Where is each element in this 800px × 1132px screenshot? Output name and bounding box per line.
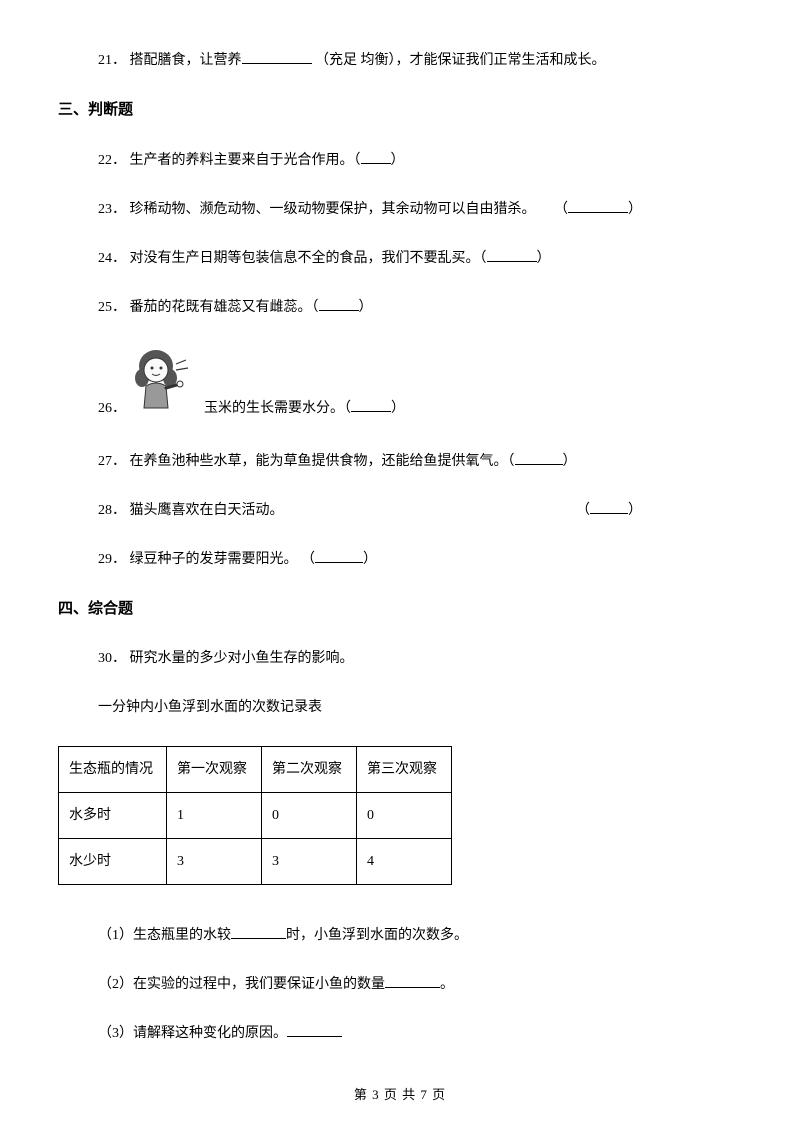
question-26: 26． 玉米的生长需要水分。（）	[58, 346, 742, 423]
q29-text: 绿豆种子的发芽需要阳光。	[130, 552, 302, 567]
row-label: 水少时	[59, 839, 167, 885]
judge-blank[interactable]	[568, 199, 628, 213]
question-29: 29． 绿豆种子的发芽需要阳光。 （）	[58, 549, 742, 570]
th-situation: 生态瓶的情况	[59, 747, 167, 793]
q29-num: 29．	[98, 552, 126, 567]
q30-sub2: （2）在实验的过程中，我们要保证小鱼的数量 。	[58, 974, 742, 995]
sub1-pre: （1）生态瓶里的水较	[98, 928, 231, 943]
q28-text: 猫头鹰喜欢在白天活动。	[130, 503, 284, 518]
q23-text: 珍稀动物、濒危动物、一级动物要保护，其余动物可以自由猎杀。	[130, 202, 536, 217]
footer-current: 3	[372, 1087, 380, 1102]
fill-blank[interactable]	[231, 925, 286, 939]
table-header-row: 生态瓶的情况 第一次观察 第二次观察 第三次观察	[59, 747, 452, 793]
cell: 1	[167, 793, 262, 839]
q21-num: 21．	[98, 53, 126, 68]
sub3-pre: （3）请解释这种变化的原因。	[98, 1026, 287, 1041]
question-21: 21． 搭配膳食，让营养 （充足 均衡），才能保证我们正常生活和成长。	[58, 50, 742, 71]
sub2-pre: （2）在实验的过程中，我们要保证小鱼的数量	[98, 977, 385, 992]
question-27: 27． 在养鱼池种些水草，能为草鱼提供食物，还能给鱼提供氧气。（）	[58, 451, 742, 472]
section-3-title: 三、判断题	[58, 99, 742, 122]
question-23: 23． 珍稀动物、濒危动物、一级动物要保护，其余动物可以自由猎杀。 （）	[58, 199, 742, 220]
table-row: 水少时 3 3 4	[59, 839, 452, 885]
q22-text: 生产者的养料主要来自于光合作用。	[130, 153, 354, 168]
cell: 3	[262, 839, 357, 885]
cell: 4	[357, 839, 452, 885]
q25-text: 番茄的花既有雄蕊又有雌蕊。	[130, 300, 312, 315]
q24-text: 对没有生产日期等包装信息不全的食品，我们不要乱买。	[130, 251, 480, 266]
cell: 0	[357, 793, 452, 839]
question-22: 22． 生产者的养料主要来自于光合作用。（）	[58, 150, 742, 171]
q23-num: 23．	[98, 202, 126, 217]
q28-num: 28．	[98, 503, 126, 518]
judge-blank[interactable]	[361, 150, 391, 164]
q30-subtitle: 一分钟内小鱼浮到水面的次数记录表	[58, 697, 742, 718]
footer-pre: 第	[354, 1087, 372, 1102]
judge-blank[interactable]	[315, 549, 363, 563]
judge-blank[interactable]	[515, 451, 563, 465]
th-obs3: 第三次观察	[357, 747, 452, 793]
q22-num: 22．	[98, 153, 126, 168]
fill-blank[interactable]	[287, 1023, 342, 1037]
q30-sub3: （3）请解释这种变化的原因。	[58, 1023, 742, 1044]
q30-title: 研究水量的多少对小鱼生存的影响。	[130, 651, 354, 666]
th-obs1: 第一次观察	[167, 747, 262, 793]
q30-sub1: （1）生态瓶里的水较 时，小鱼浮到水面的次数多。	[58, 925, 742, 946]
cell: 0	[262, 793, 357, 839]
question-30-title: 30． 研究水量的多少对小鱼生存的影响。	[58, 648, 742, 669]
sub1-post: 时，小鱼浮到水面的次数多。	[286, 928, 468, 943]
observation-table: 生态瓶的情况 第一次观察 第二次观察 第三次观察 水多时 1 0 0 水少时 3…	[58, 746, 452, 885]
sub2-post: 。	[440, 977, 454, 992]
fill-blank[interactable]	[385, 974, 440, 988]
row-label: 水多时	[59, 793, 167, 839]
judge-blank[interactable]	[319, 297, 359, 311]
question-28: 28． 猫头鹰喜欢在白天活动。 （）	[58, 500, 742, 521]
q21-hint: （充足 均衡），才能保证我们正常生活和成长。	[315, 53, 606, 68]
q26-num: 26．	[98, 398, 126, 423]
footer-mid: 页 共	[380, 1087, 421, 1102]
q30-num: 30．	[98, 651, 126, 666]
question-24: 24． 对没有生产日期等包装信息不全的食品，我们不要乱买。（）	[58, 248, 742, 269]
page-footer: 第 3 页 共 7 页	[0, 1085, 800, 1105]
q27-num: 27．	[98, 454, 126, 469]
footer-total: 7	[420, 1087, 428, 1102]
th-obs2: 第二次观察	[262, 747, 357, 793]
fill-blank[interactable]	[242, 50, 312, 64]
judge-blank[interactable]	[487, 248, 537, 262]
q25-num: 25．	[98, 300, 126, 315]
q21-pre: 搭配膳食，让营养	[130, 53, 242, 68]
q26-text: 玉米的生长需要水分。	[204, 401, 344, 416]
footer-post: 页	[428, 1087, 446, 1102]
girl-icon	[132, 346, 192, 423]
table-row: 水多时 1 0 0	[59, 793, 452, 839]
q24-num: 24．	[98, 251, 126, 266]
judge-blank[interactable]	[590, 500, 628, 514]
cell: 3	[167, 839, 262, 885]
section-4-title: 四、综合题	[58, 598, 742, 621]
q27-text: 在养鱼池种些水草，能为草鱼提供食物，还能给鱼提供氧气。	[130, 454, 508, 469]
judge-blank[interactable]	[351, 398, 391, 412]
question-25: 25． 番茄的花既有雄蕊又有雌蕊。（）	[58, 297, 742, 318]
